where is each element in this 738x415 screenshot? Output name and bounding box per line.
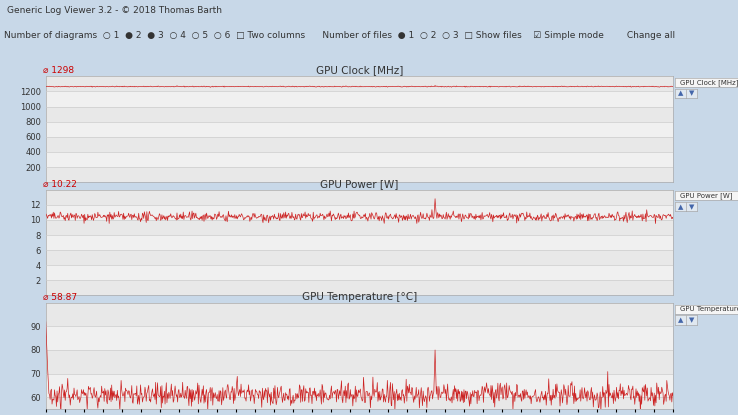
Bar [46, 107, 673, 122]
Bar [46, 190, 673, 205]
Bar [46, 91, 673, 107]
Text: ▼: ▼ [689, 90, 694, 96]
Title: GPU Clock [MHz]: GPU Clock [MHz] [316, 66, 403, 76]
Title: GPU Temperature [°C]: GPU Temperature [°C] [302, 292, 417, 302]
Text: ▲: ▲ [677, 204, 683, 210]
Bar [46, 265, 673, 281]
Text: ▲: ▲ [677, 90, 683, 96]
Text: ▼: ▼ [689, 317, 694, 323]
Bar [46, 303, 673, 327]
Bar [46, 350, 673, 374]
Bar [46, 137, 673, 152]
Bar [46, 167, 673, 182]
Text: ▲: ▲ [677, 317, 683, 323]
Title: GPU Power [W]: GPU Power [W] [320, 179, 399, 189]
Text: Number of diagrams  ○ 1  ● 2  ● 3  ○ 4  ○ 5  ○ 6  □ Two columns      Number of f: Number of diagrams ○ 1 ● 2 ● 3 ○ 4 ○ 5 ○… [4, 31, 675, 40]
Text: ⌀ 1298: ⌀ 1298 [43, 66, 74, 75]
Text: ▼: ▼ [689, 204, 694, 210]
Text: ⌀ 10.22: ⌀ 10.22 [43, 180, 77, 188]
Bar [46, 220, 673, 235]
Text: Generic Log Viewer 3.2 - © 2018 Thomas Barth: Generic Log Viewer 3.2 - © 2018 Thomas B… [7, 6, 222, 15]
Text: GPU Temperature [°C]: GPU Temperature [°C] [680, 305, 738, 313]
Text: GPU Power [W]: GPU Power [W] [680, 193, 733, 199]
Bar [46, 76, 673, 91]
Bar [46, 205, 673, 220]
Text: GPU Clock [MHz]: GPU Clock [MHz] [680, 79, 738, 86]
Bar [46, 374, 673, 397]
Bar [46, 235, 673, 250]
Bar [46, 397, 673, 409]
Bar [46, 327, 673, 350]
Bar [46, 250, 673, 265]
Bar [46, 281, 673, 295]
Text: ⌀ 58.87: ⌀ 58.87 [43, 293, 77, 302]
Bar [46, 122, 673, 137]
Bar [46, 152, 673, 167]
